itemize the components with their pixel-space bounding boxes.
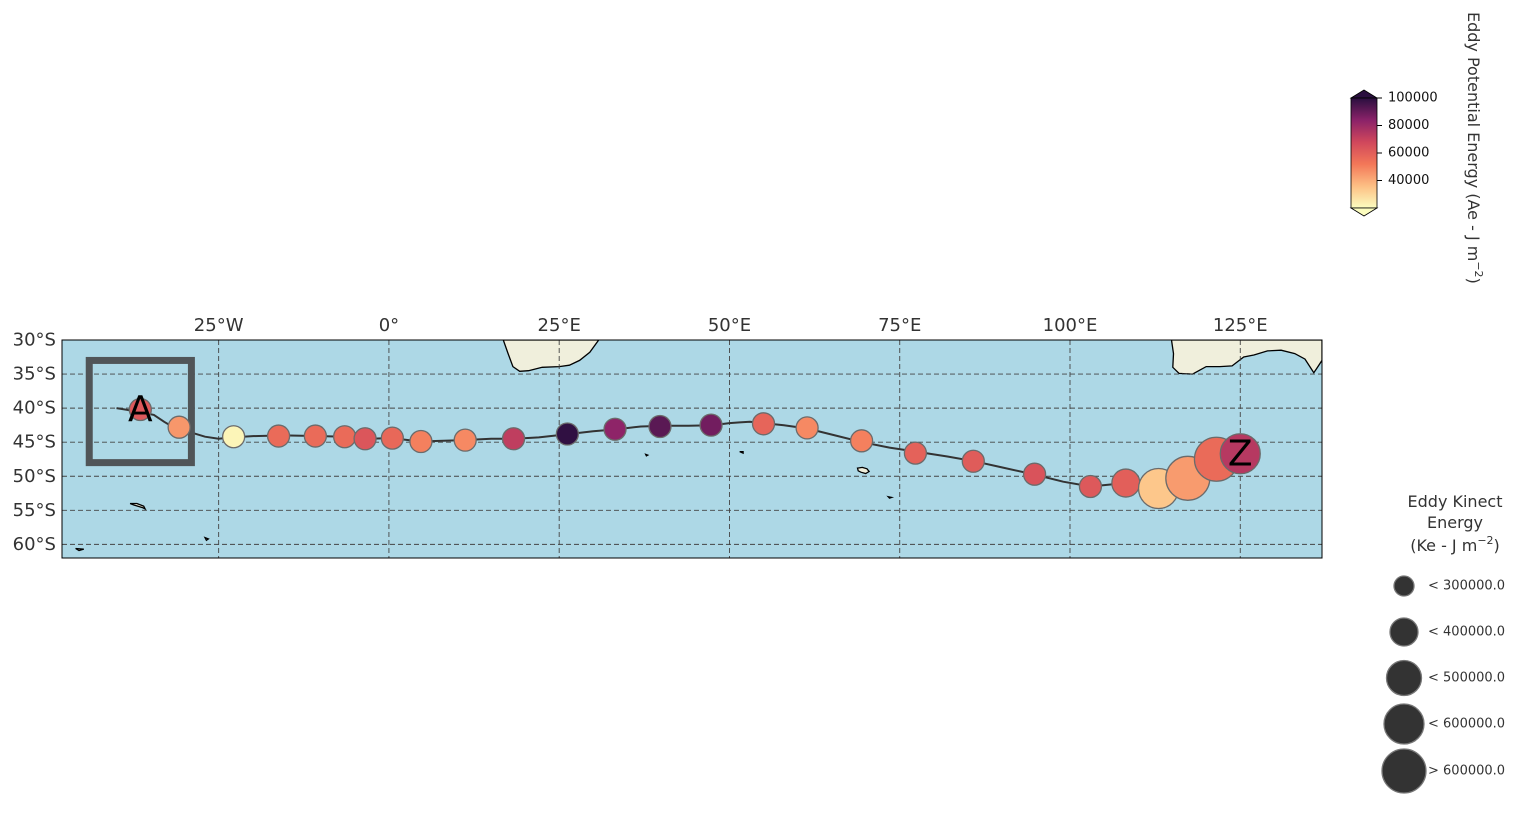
eddy-marker [167,415,191,439]
start-label: A [128,389,153,430]
longitude-tick-label: 25°E [538,315,581,336]
colorbar-extend-bottom [1349,207,1379,217]
latitude-tick-label: 50°S [13,466,56,487]
longitude-tick-label: 125°E [1213,315,1268,336]
size-legend-title-line3: (Ke - J m−2) [1410,534,1500,555]
longitude-tick-label: 50°E [708,315,751,336]
land-layer [75,340,1322,552]
eddy-marker [961,449,985,473]
eddy-marker [648,414,672,439]
eddy-marker [555,422,580,446]
longitude-tick-label: 0° [379,315,399,336]
latitude-tick-labels: 30°S 35°S 40°S 45°S 50°S 55°S 60°S [13,330,56,555]
colorbar-extend-top [1349,89,1379,99]
colorbar-gradient [1350,97,1378,209]
eddy-marker [303,424,328,448]
kerguelen-land [856,466,871,475]
size-legend-title-line1: Eddy Kinect [1408,492,1503,511]
eddy-marker [1111,468,1141,498]
size-legend-marker [1381,748,1427,794]
start-region-box [85,356,195,467]
eddy-marker [795,416,819,440]
size-legend-marker [1389,617,1419,647]
longitude-tick-labels: 25°W 0° 25°E 50°E 75°E 100°E 125°E [194,315,1268,336]
colorbar-tick-label: 80000 [1388,118,1429,133]
eddy-marker [332,425,357,449]
eddy-marker [266,424,291,448]
colorbar: 100000 80000 60000 40000 Eddy Potential Ene… [1349,12,1485,284]
eddy-marker [221,425,246,449]
southern-africa-land [502,340,600,372]
eddy-marker [353,427,377,451]
eddy-marker [603,417,627,441]
size-legend: Eddy Kinect Energy (Ke - J m−2) < 300000… [1381,492,1505,794]
south-georgia-land [129,502,147,511]
eddy-marker [751,412,776,436]
longitude-tick-label: 25°W [194,315,244,336]
eddy-marker [1219,433,1261,475]
latitude-tick-label: 30°S [13,330,56,351]
size-legend-label: > 600000.0 [1428,764,1505,779]
size-legend-label: < 400000.0 [1428,625,1505,640]
ocean [62,340,1322,558]
latitude-tick-label: 40°S [13,398,56,419]
prince-edward-land [644,453,650,457]
crozet-land [739,451,744,455]
size-legend-marker [1385,659,1423,697]
colorbar-ticks: 100000 80000 60000 40000 [1377,91,1438,188]
eddy-marker [380,426,404,450]
colorbar-label: Eddy Potential Energy (Ae - J m−2) [1464,12,1485,284]
size-legend-marker [1393,575,1415,597]
eddy-marker [1078,474,1103,499]
eddy-marker [903,441,928,465]
size-legend-entries: < 300000.0 < 400000.0 < 500000.0 < 600000.0… [1381,575,1505,794]
eddy-marker [1022,462,1047,486]
latitude-tick-label: 35°S [13,364,56,385]
colorbar-tick-label: 40000 [1388,173,1429,188]
australia-southwest-land [1170,340,1322,375]
map-panel: A Z 25°W 0° 25°E 50°E 75°E 100°E 125°E 30°S 35°… [13,315,1323,559]
longitude-tick-label: 75°E [878,315,921,336]
size-legend-title-line2: Energy [1427,513,1483,532]
latitude-tick-label: 55°S [13,500,56,521]
end-label: Z [1228,433,1253,474]
start-box-outline [85,356,195,467]
south-sandwich-land [203,536,210,542]
size-legend-marker [1383,703,1425,745]
latitude-tick-label: 45°S [13,432,56,453]
eddy-marker [849,429,874,453]
size-legend-label: < 300000.0 [1428,579,1505,594]
antarctic-peninsula-tip-land [75,547,84,552]
latitude-tick-label: 60°S [13,534,56,555]
eddy-marker [501,427,526,451]
size-legend-label: < 600000.0 [1428,717,1505,732]
eddy-marker [453,428,477,452]
colorbar-tick-label: 100000 [1388,91,1438,106]
eddy-markers [128,397,1261,510]
size-legend-label: < 500000.0 [1428,671,1505,686]
heard-land [886,495,895,499]
colorbar-tick-label: 60000 [1388,146,1429,161]
map-border [61,339,1323,559]
eddy-marker [699,413,723,437]
eddy-marker [128,397,152,422]
longitude-tick-label: 100°E [1043,315,1098,336]
eddy-marker [409,429,433,454]
